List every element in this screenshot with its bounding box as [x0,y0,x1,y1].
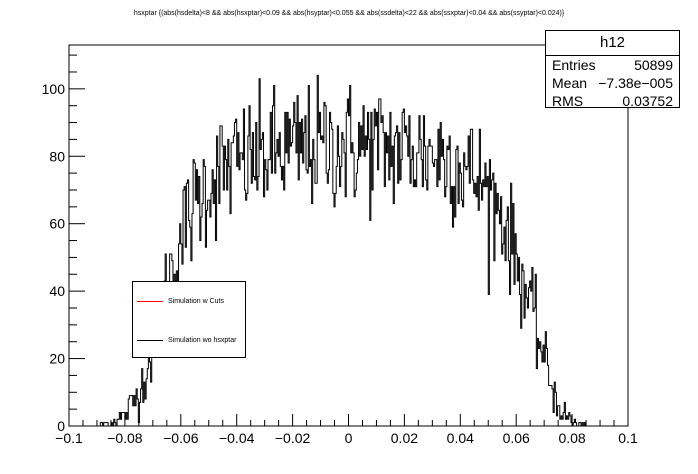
y-tick-label: 20 [49,351,65,367]
y-tick-label: 80 [49,148,65,164]
histogram-series-line [69,74,628,427]
stats-entries-value: 50899 [634,57,673,73]
x-tick-label: 0.06 [503,430,530,446]
x-tick-label: 0.1 [618,430,638,446]
x-tick-label: −0.02 [275,430,311,446]
y-tick-label: 100 [42,81,66,97]
legend-entry-sim-with-cuts: Simulation w Cuts [133,295,245,309]
y-tick-label: 0 [57,418,65,434]
stats-box: h12 Entries 50899 Mean −7.38e−005 RMS 0.… [545,30,680,110]
legend-swatch-sim-with-cuts [137,301,163,302]
chart-title: hsxptar {(abs(hsdelta)<8 && abs(hsxptar)… [133,10,565,17]
axis-tick-labels: −0.1 −0.08 −0.06 −0.04 −0.02 0 0.02 0.04 0.06 0.0… [42,81,638,446]
stats-mean-label: Mean [552,75,588,91]
x-tick-label: −0.06 [163,430,199,446]
legend: Simulation w Cuts Simulation wo hsxptar [132,281,246,358]
stats-row-entries: Entries 50899 [546,56,679,74]
x-tick-label: −0.04 [219,430,255,446]
stats-rms-value: 0.03752 [622,93,673,109]
legend-label-sim-with-cuts: Simulation w Cuts [168,298,225,305]
y-tick-label: 60 [49,216,65,232]
stats-entries-label: Entries [552,57,596,73]
stats-histogram-name: h12 [546,31,679,56]
axis-ticks [68,54,629,427]
x-tick-label: 0.02 [391,430,418,446]
x-tick-label: −0.08 [107,430,143,446]
legend-label-sim-without-hsxptar: Simulation wo hsxptar [168,337,237,344]
x-tick-label: 0 [345,430,353,446]
legend-entry-sim-without-hsxptar: Simulation wo hsxptar [133,334,245,348]
stats-mean-value: −7.38e−005 [598,75,673,91]
x-tick-label: −0.1 [55,430,83,446]
stats-row-mean: Mean −7.38e−005 [546,74,679,92]
x-tick-label: 0.04 [447,430,474,446]
legend-swatch-sim-without-hsxptar [137,340,163,341]
x-tick-label: 0.08 [558,430,585,446]
stats-rms-label: RMS [552,93,584,109]
y-tick-label: 40 [49,283,65,299]
stats-row-rms: RMS 0.03752 [546,92,679,110]
